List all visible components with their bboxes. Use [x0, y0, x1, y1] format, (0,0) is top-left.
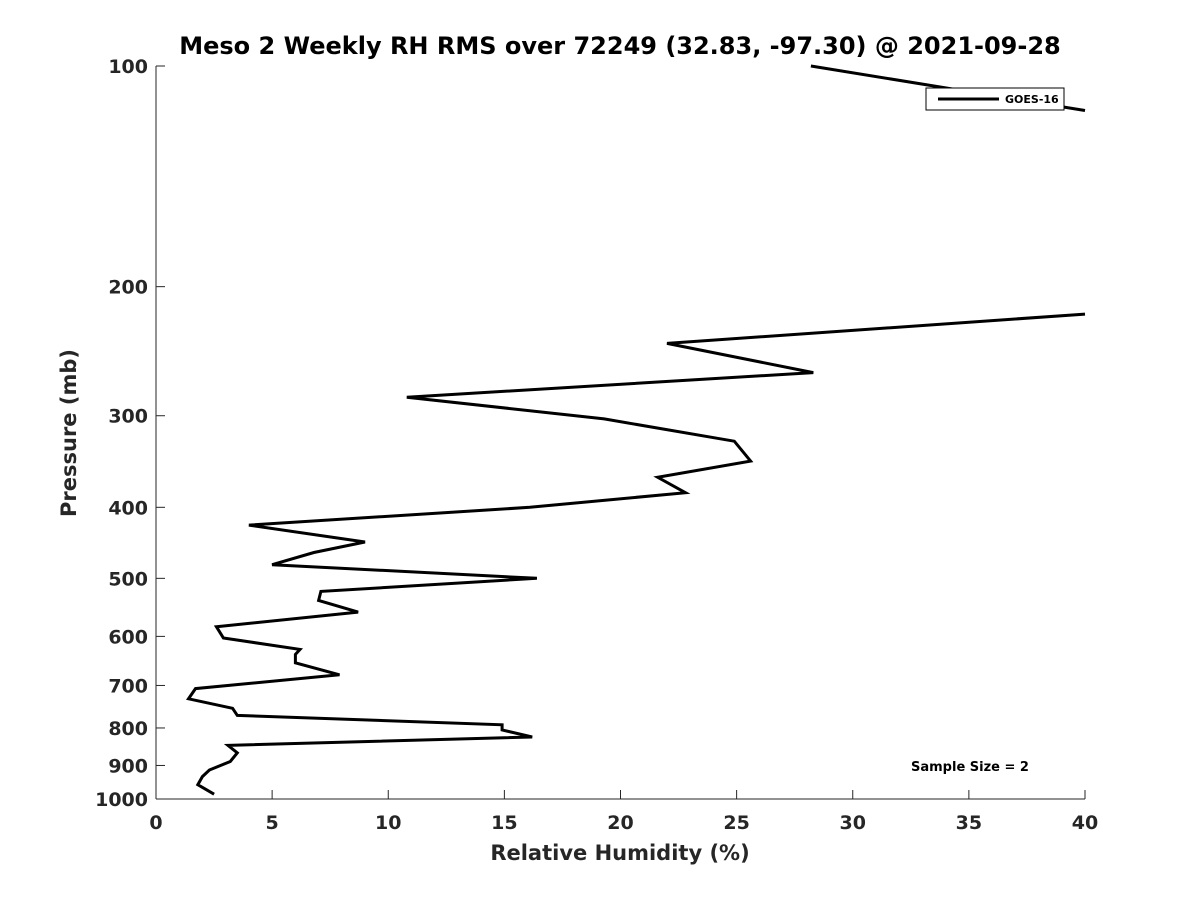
x-tick-label: 30	[840, 812, 866, 834]
x-tick-label: 10	[375, 812, 401, 834]
y-tick-label: 500	[108, 568, 148, 590]
plot-area	[155, 66, 1085, 800]
x-tick-label: 5	[266, 812, 279, 834]
x-axis-ticks: 0 5 10 15 20 25 30 35 40	[149, 790, 1098, 834]
y-tick-label: 700	[108, 675, 148, 697]
x-tick-label: 35	[956, 812, 982, 834]
series-line-goes-16	[185, 312, 1086, 796]
y-tick-label: 800	[108, 718, 148, 740]
y-tick-label: 1000	[95, 789, 148, 811]
y-tick-label: 400	[108, 497, 148, 519]
y-tick-label: 900	[108, 755, 148, 777]
y-tick-label: 100	[108, 56, 148, 78]
x-tick-label: 15	[491, 812, 517, 834]
y-tick-label: 300	[108, 406, 148, 428]
legend-label-goes-16: GOES-16	[1005, 93, 1059, 106]
y-axis-ticks: 100 200 300 400 500 600 700 800 900 1000	[95, 56, 165, 811]
series-group	[185, 64, 1086, 796]
chart-title: Meso 2 Weekly RH RMS over 72249 (32.83, …	[179, 32, 1061, 60]
x-tick-label: 40	[1072, 812, 1098, 834]
y-tick-label: 600	[108, 626, 148, 648]
x-tick-label: 20	[607, 812, 633, 834]
x-axis-label: Relative Humidity (%)	[490, 841, 749, 865]
x-tick-label: 0	[149, 812, 162, 834]
legend: GOES-16	[925, 87, 1065, 111]
y-axis-label: Pressure (mb)	[57, 349, 81, 517]
x-tick-label: 25	[723, 812, 749, 834]
y-tick-label: 200	[108, 277, 148, 299]
sample-size-annotation: Sample Size = 2	[911, 760, 1029, 775]
